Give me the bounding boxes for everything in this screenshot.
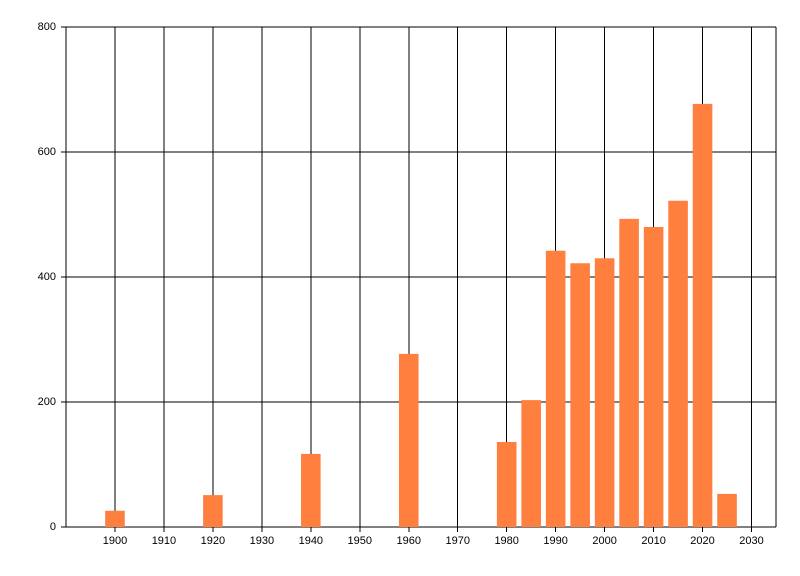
x-tick-label: 2000 bbox=[592, 535, 616, 547]
bar bbox=[570, 263, 590, 527]
bar bbox=[521, 400, 541, 527]
x-tick-label: 1900 bbox=[103, 535, 127, 547]
x-tick-label: 1990 bbox=[543, 535, 567, 547]
bar bbox=[594, 258, 615, 527]
bar bbox=[619, 218, 639, 527]
bar bbox=[203, 495, 223, 527]
x-tick-label: 1920 bbox=[201, 535, 225, 547]
x-tick-label: 2030 bbox=[739, 535, 763, 547]
x-tick-label: 1970 bbox=[445, 535, 469, 547]
x-tick-label: 1930 bbox=[250, 535, 274, 547]
x-tick-label: 1950 bbox=[348, 535, 372, 547]
bar bbox=[692, 103, 713, 527]
x-tick-label: 2010 bbox=[641, 535, 665, 547]
bar bbox=[717, 493, 737, 527]
y-tick-label: 0 bbox=[50, 521, 56, 533]
bar bbox=[643, 227, 664, 527]
bar bbox=[545, 250, 566, 527]
x-tick-label: 1980 bbox=[494, 535, 518, 547]
y-tick-label: 200 bbox=[38, 396, 56, 408]
bar bbox=[398, 353, 419, 527]
y-tick-label: 400 bbox=[38, 271, 56, 283]
bar bbox=[496, 442, 517, 527]
bar bbox=[301, 453, 321, 527]
bar bbox=[668, 200, 688, 527]
y-tick-label: 600 bbox=[38, 146, 56, 158]
x-tick-label: 1960 bbox=[397, 535, 421, 547]
x-tick-label: 1940 bbox=[299, 535, 323, 547]
bar bbox=[105, 510, 125, 527]
x-tick-label: 1910 bbox=[152, 535, 176, 547]
x-tick-label: 2020 bbox=[690, 535, 714, 547]
y-tick-label: 800 bbox=[38, 21, 56, 33]
